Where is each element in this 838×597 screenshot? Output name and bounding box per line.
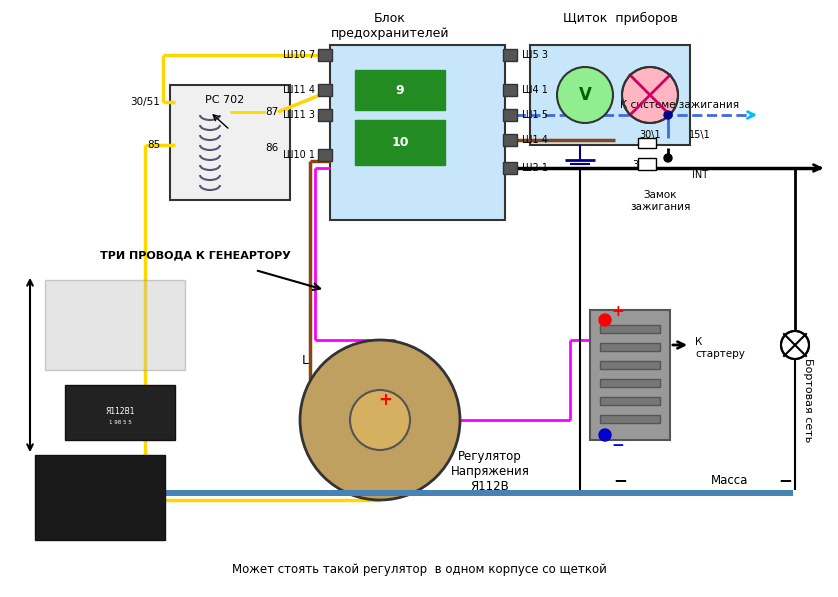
Bar: [318, 84, 332, 96]
Bar: [318, 149, 332, 161]
Text: 15\1: 15\1: [689, 130, 711, 140]
Circle shape: [557, 67, 613, 123]
Text: −: −: [612, 438, 624, 453]
Bar: [503, 109, 517, 121]
Bar: [318, 109, 332, 121]
Text: Ш2 1: Ш2 1: [522, 163, 548, 173]
Text: 85: 85: [147, 140, 160, 150]
Text: Я112В1: Я112В1: [106, 408, 135, 417]
Text: Замок
зажигания: Замок зажигания: [630, 190, 691, 211]
Text: К системе зажигания: К системе зажигания: [620, 100, 740, 110]
Text: Ш1 5: Ш1 5: [522, 110, 548, 120]
Text: 86: 86: [265, 143, 278, 153]
Circle shape: [664, 111, 672, 119]
Text: +: +: [378, 391, 392, 409]
Bar: [638, 138, 656, 148]
Text: 87: 87: [265, 107, 278, 117]
Bar: [503, 162, 517, 174]
Text: −: −: [613, 471, 627, 489]
Bar: [355, 70, 445, 110]
Text: Бортовая сеть: Бортовая сеть: [803, 358, 813, 442]
Bar: [35, 455, 165, 540]
Bar: [600, 325, 660, 333]
Bar: [590, 310, 670, 440]
Bar: [600, 397, 660, 405]
Text: INT: INT: [692, 170, 708, 180]
Text: V: V: [578, 86, 592, 104]
Bar: [600, 379, 660, 387]
Text: Ш5 3: Ш5 3: [522, 50, 548, 60]
Text: +: +: [612, 304, 624, 319]
Text: 30\1: 30\1: [639, 130, 661, 140]
Text: Ш4 1: Ш4 1: [522, 85, 548, 95]
Text: Блок
предохранителей: Блок предохранителей: [331, 12, 449, 40]
Bar: [145, 490, 793, 496]
Bar: [600, 361, 660, 369]
Bar: [45, 280, 185, 370]
Circle shape: [599, 314, 611, 326]
Circle shape: [781, 331, 809, 359]
Text: Щиток  приборов: Щиток приборов: [562, 12, 677, 25]
Text: 1 98 5 5: 1 98 5 5: [109, 420, 132, 424]
Text: Ш10 1: Ш10 1: [283, 150, 315, 160]
Bar: [503, 84, 517, 96]
Bar: [65, 385, 175, 440]
Bar: [330, 45, 505, 220]
Text: −: −: [778, 471, 792, 489]
Bar: [503, 49, 517, 61]
Bar: [318, 49, 332, 61]
Text: Масса: Масса: [711, 473, 748, 487]
Bar: [600, 415, 660, 423]
Text: L: L: [302, 353, 308, 367]
Circle shape: [664, 154, 672, 162]
Text: 30/51: 30/51: [130, 97, 160, 107]
Text: 10: 10: [391, 137, 409, 149]
Text: Регулятор
Напряжения
Я112В: Регулятор Напряжения Я112В: [451, 450, 530, 493]
Text: 9: 9: [396, 84, 404, 97]
Text: Ш11 3: Ш11 3: [283, 110, 315, 120]
Bar: [355, 120, 445, 165]
Bar: [530, 45, 690, 145]
Text: Ш11 4: Ш11 4: [283, 85, 315, 95]
Bar: [638, 158, 656, 170]
Text: 30: 30: [632, 160, 644, 170]
Circle shape: [599, 429, 611, 441]
Circle shape: [350, 390, 410, 450]
Text: Ш1 4: Ш1 4: [522, 135, 548, 145]
Circle shape: [622, 67, 678, 123]
Circle shape: [300, 340, 460, 500]
Text: ТРИ ПРОВОДА К ГЕНЕАРТОРУ: ТРИ ПРОВОДА К ГЕНЕАРТОРУ: [100, 250, 291, 260]
Bar: [170, 85, 290, 200]
Bar: [167, 48, 517, 213]
Bar: [600, 343, 660, 351]
Text: Ш10 7: Ш10 7: [283, 50, 315, 60]
Text: РС 702: РС 702: [205, 95, 245, 105]
Text: Может стоять такой регулятор  в одном корпусе со щеткой: Может стоять такой регулятор в одном кор…: [231, 564, 607, 577]
Polygon shape: [30, 270, 205, 460]
Text: К
стартеру: К стартеру: [695, 337, 745, 359]
Bar: [503, 134, 517, 146]
